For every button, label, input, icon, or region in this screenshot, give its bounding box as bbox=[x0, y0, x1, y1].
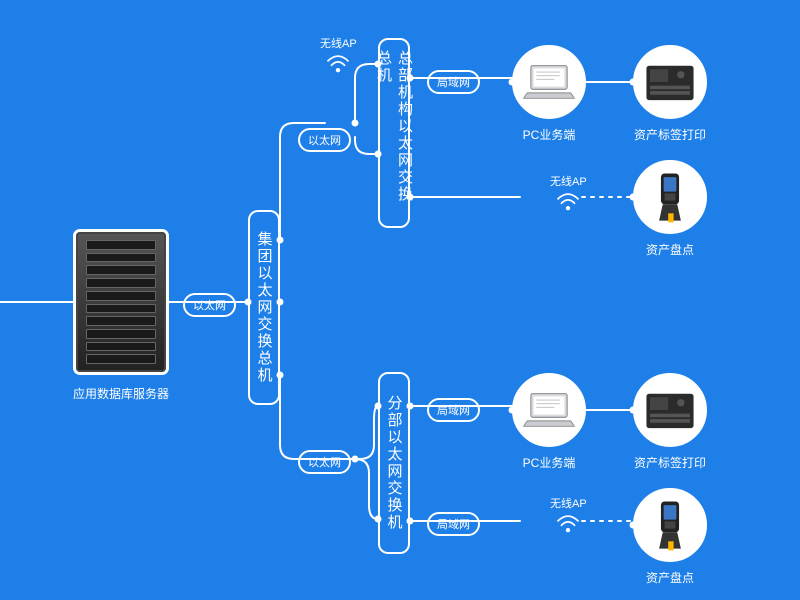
switch-node-branch_switch: 分部以太网交换机 bbox=[378, 372, 410, 554]
device-laptop bbox=[512, 373, 586, 447]
link-label-lan3: 局域网 bbox=[427, 512, 480, 536]
device-laptop bbox=[512, 45, 586, 119]
device-caption: 资产盘点 bbox=[646, 241, 694, 258]
wireless-ap-ap_bottom: 无线AP bbox=[550, 495, 587, 535]
server-caption: 应用数据库服务器 bbox=[73, 385, 169, 402]
device-scanner bbox=[633, 160, 707, 234]
network-diagram: 应用数据库服务器以太网集团以太网交换总机以太网以太网总部机构以太网交换总机分部以… bbox=[0, 0, 800, 600]
device-caption: 资产标签打印 bbox=[634, 454, 706, 471]
wireless-ap-ap_mid: 无线AP bbox=[550, 173, 587, 213]
switch-node-hq_switch: 总部机构以太网交换总机 bbox=[378, 38, 410, 228]
device-scanner bbox=[633, 488, 707, 562]
device-caption: 资产标签打印 bbox=[634, 126, 706, 143]
server-rack bbox=[76, 232, 166, 372]
link-label-lan2: 局域网 bbox=[427, 398, 480, 422]
device-printer bbox=[633, 45, 707, 119]
device-printer bbox=[633, 373, 707, 447]
wireless-ap-ap_top: 无线AP bbox=[320, 35, 357, 75]
link-label-ethernet_main: 以太网 bbox=[183, 293, 236, 317]
link-label-lan1: 局域网 bbox=[427, 70, 480, 94]
device-caption: PC业务端 bbox=[523, 126, 576, 143]
device-caption: 资产盘点 bbox=[646, 569, 694, 586]
link-label-eth_bottom: 以太网 bbox=[298, 450, 351, 474]
device-caption: PC业务端 bbox=[523, 454, 576, 471]
switch-node-group_switch: 集团以太网交换总机 bbox=[248, 210, 280, 405]
link-label-eth_top: 以太网 bbox=[298, 128, 351, 152]
